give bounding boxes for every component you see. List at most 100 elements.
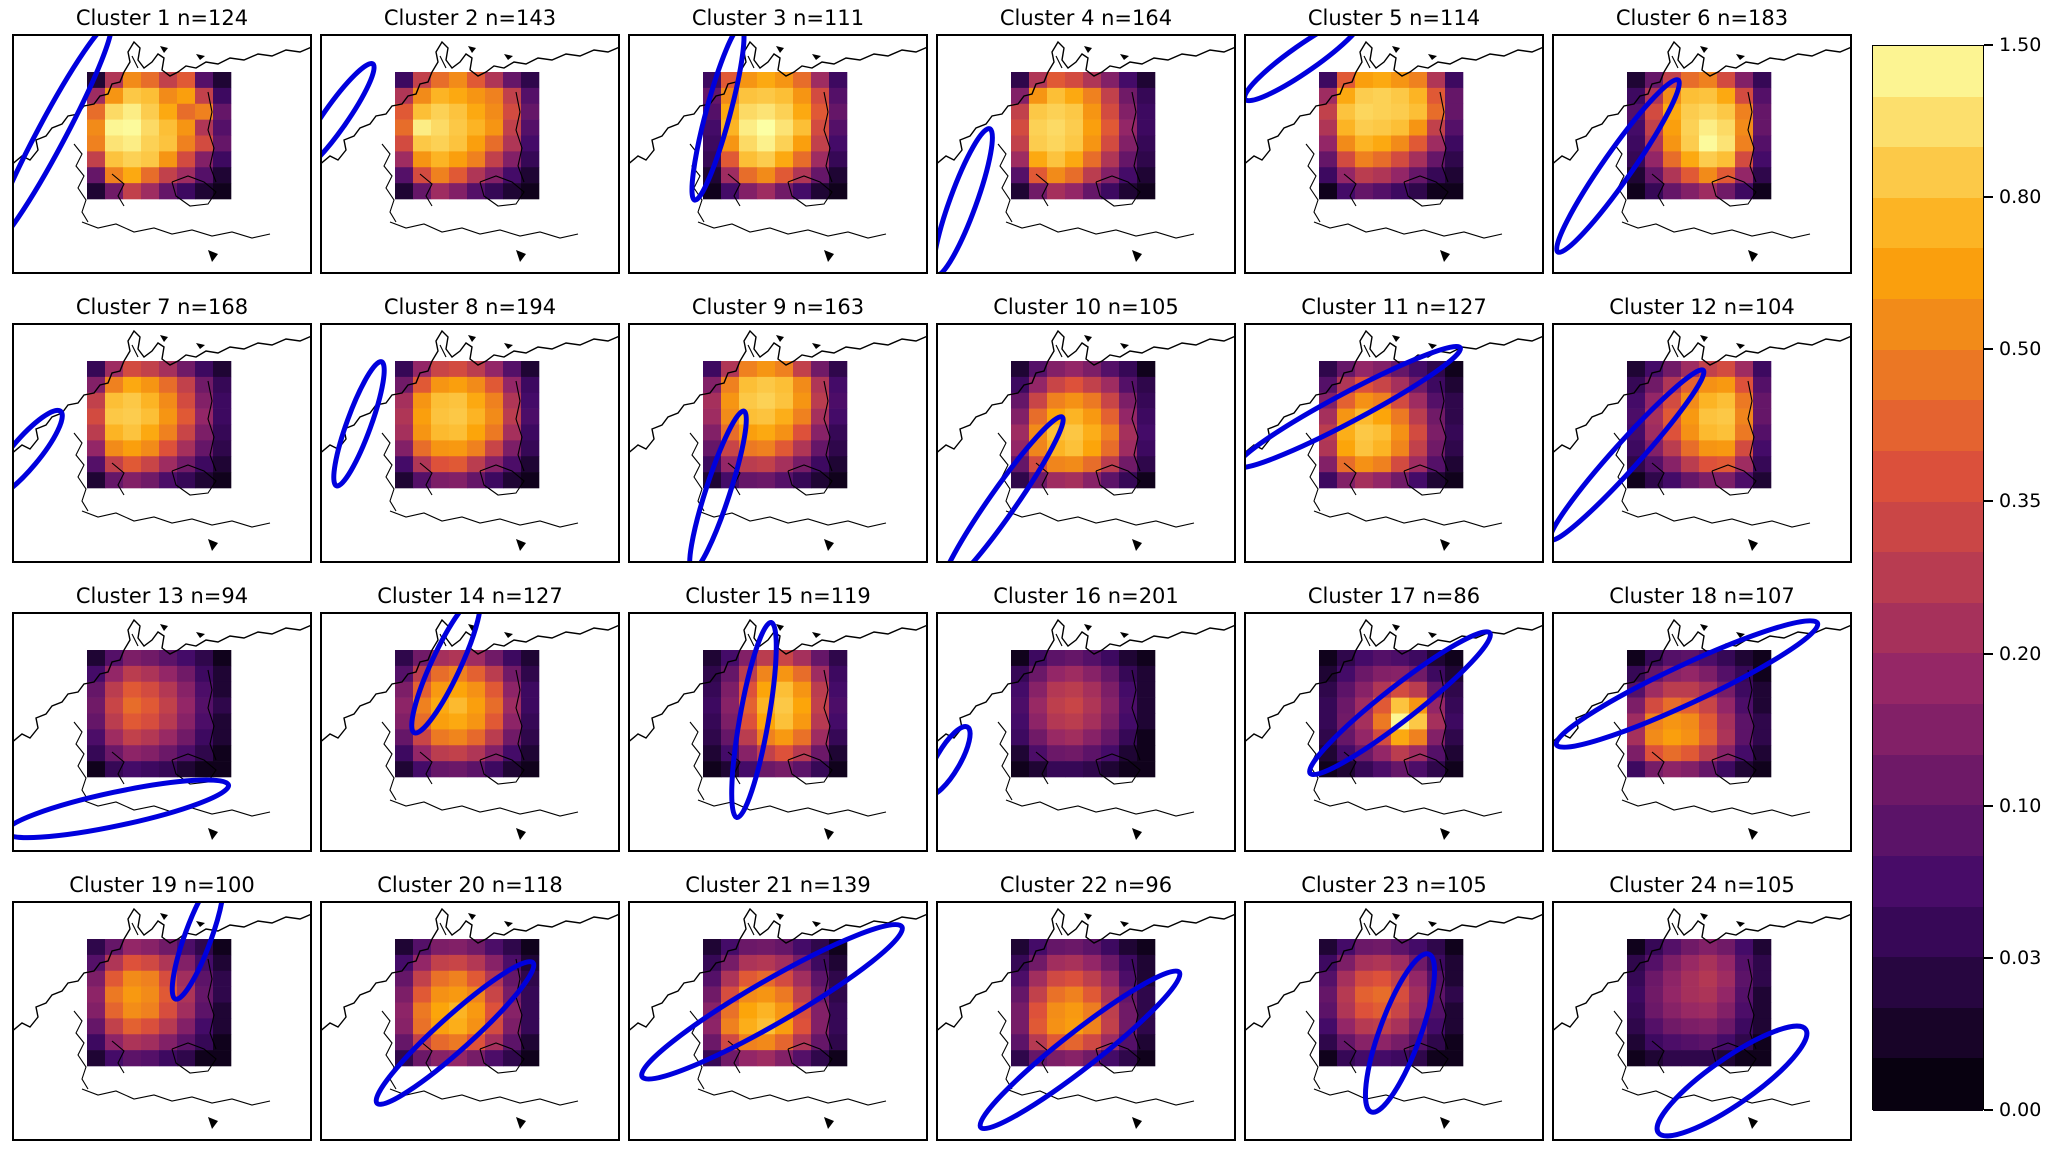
cluster-panel xyxy=(628,323,928,563)
colorbar-band xyxy=(1873,1058,1983,1111)
colorbar-tick-label: 0.20 xyxy=(1999,642,2042,665)
heatmap-cells xyxy=(87,939,232,1067)
colorbar-band xyxy=(1873,349,1983,402)
panel-map xyxy=(1552,323,1852,563)
colorbar-band xyxy=(1873,855,1983,909)
panel-title: Cluster 4 n=164 xyxy=(999,6,1173,30)
country-borders xyxy=(1244,329,1544,551)
country-borders xyxy=(1552,329,1852,551)
heatmap-cells xyxy=(395,72,540,200)
panel-map xyxy=(320,612,620,852)
panel-title: Cluster 3 n=111 xyxy=(691,6,865,30)
colorbar-band xyxy=(1873,805,1983,858)
colorbar-band xyxy=(1873,197,1983,251)
cluster-contour xyxy=(1552,367,1707,543)
panel-map xyxy=(628,901,928,1141)
panel-title: Cluster 15 n=119 xyxy=(685,584,871,608)
cluster-panel xyxy=(12,34,312,274)
cluster-panel xyxy=(1244,323,1544,563)
panel-border xyxy=(936,323,1236,563)
cluster-contour xyxy=(169,901,227,1002)
panel-border xyxy=(1552,323,1852,563)
country-borders xyxy=(1552,907,1852,1129)
panel-border xyxy=(628,901,928,1141)
panel-border xyxy=(320,901,620,1141)
cluster-contour xyxy=(373,959,537,1107)
colorbar-band xyxy=(1873,450,1983,504)
panel-border xyxy=(1244,901,1544,1141)
cluster-panel xyxy=(320,34,620,274)
cluster-contour xyxy=(936,126,995,274)
panel-title: Cluster 16 n=201 xyxy=(993,584,1179,608)
panel-border xyxy=(628,612,928,852)
panel-title: Cluster 10 n=105 xyxy=(993,295,1179,319)
colorbar xyxy=(1872,45,1984,1111)
colorbar-band xyxy=(1873,957,1983,1010)
cluster-contour xyxy=(1554,77,1682,255)
cluster-panel xyxy=(1244,34,1544,274)
panel-title: Cluster 19 n=100 xyxy=(69,873,255,897)
cluster-panel xyxy=(12,323,312,563)
panel-map xyxy=(12,901,312,1141)
panel-map xyxy=(628,34,928,274)
country-borders xyxy=(12,907,312,1129)
panel-border xyxy=(12,323,312,563)
panel-title: Cluster 24 n=105 xyxy=(1609,873,1795,897)
colorbar-tick-label: 0.50 xyxy=(1999,338,2042,361)
cluster-panel xyxy=(1552,901,1852,1141)
cluster-panel xyxy=(936,612,1236,852)
cluster-contour xyxy=(320,60,377,176)
country-borders xyxy=(628,618,928,840)
country-borders xyxy=(12,40,312,262)
colorbar-band xyxy=(1873,653,1983,706)
country-borders xyxy=(1244,40,1544,262)
colorbar-band xyxy=(1873,754,1983,807)
panel-title: Cluster 1 n=124 xyxy=(75,6,249,30)
colorbar-band xyxy=(1873,501,1983,554)
cluster-contour xyxy=(1553,618,1821,750)
panel-map xyxy=(320,323,620,563)
country-borders xyxy=(628,329,928,551)
panel-title: Cluster 23 n=105 xyxy=(1301,873,1487,897)
country-borders xyxy=(12,329,312,551)
panel-border xyxy=(12,612,312,852)
cluster-contour xyxy=(687,408,749,563)
heatmap-cells xyxy=(1011,72,1156,200)
cluster-contour xyxy=(1307,629,1493,778)
cluster-panel xyxy=(1552,323,1852,563)
cluster-panel xyxy=(320,612,620,852)
panel-title: Cluster 14 n=127 xyxy=(377,584,563,608)
heatmap-cells xyxy=(87,72,232,200)
panel-title: Cluster 8 n=194 xyxy=(383,295,557,319)
colorbar-band xyxy=(1873,248,1983,301)
panel-border xyxy=(1552,901,1852,1141)
panel-map xyxy=(1244,612,1544,852)
cluster-panel xyxy=(1244,901,1544,1141)
panel-map xyxy=(936,34,1236,274)
panel-title: Cluster 21 n=139 xyxy=(685,873,871,897)
panel-map xyxy=(628,612,928,852)
colorbar-tick-label: 0.10 xyxy=(1999,794,2042,817)
colorbar-band xyxy=(1873,400,1983,453)
heatmap-cells xyxy=(1319,72,1464,200)
panel-border xyxy=(936,612,1236,852)
cluster-contour xyxy=(1244,343,1463,471)
colorbar-band xyxy=(1873,552,1983,605)
panel-border xyxy=(936,34,1236,274)
country-borders xyxy=(320,40,620,262)
colorbar-band xyxy=(1873,906,1983,959)
panel-map xyxy=(1552,34,1852,274)
colorbar-band xyxy=(1873,1007,1983,1060)
panel-border xyxy=(1552,612,1852,852)
panel-title: Cluster 13 n=94 xyxy=(75,584,249,608)
panel-map xyxy=(936,612,1236,852)
country-borders xyxy=(936,40,1236,262)
heatmap-cells xyxy=(703,361,848,489)
cluster-panel xyxy=(936,34,1236,274)
panel-title: Cluster 5 n=114 xyxy=(1307,6,1481,30)
panel-map xyxy=(1244,323,1544,563)
country-borders xyxy=(320,618,620,840)
colorbar-band xyxy=(1873,299,1983,352)
colorbar-band xyxy=(1873,602,1983,655)
